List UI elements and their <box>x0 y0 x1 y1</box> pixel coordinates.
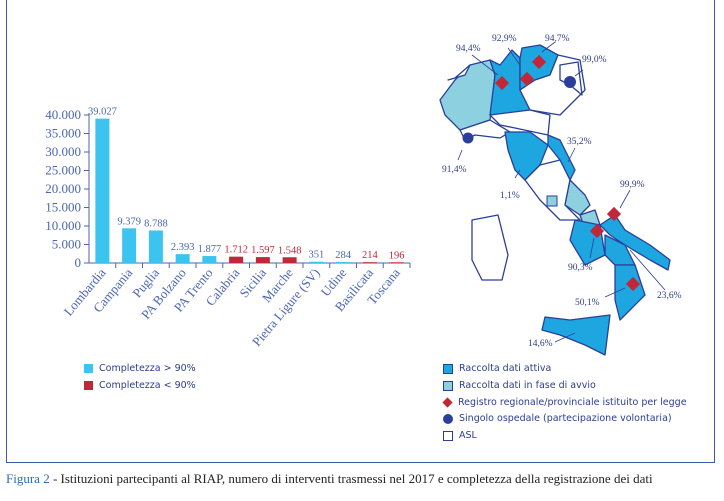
bar <box>309 261 324 263</box>
bar-value-label: 1.597 <box>251 245 275 256</box>
map-label: 91,4% <box>442 165 467 175</box>
bar-value-label: 1.548 <box>278 245 302 256</box>
map-legend-registry: Registro regionale/provinciale istituito… <box>442 397 687 408</box>
bar <box>282 257 297 263</box>
italy-map: 94,4% 92,9% 94,7% 99,0% 91,4% 35,2% 1,1%… <box>439 34 682 356</box>
legend-label: Completezza > 90% <box>99 363 196 374</box>
bar <box>202 256 217 263</box>
bar <box>229 256 244 263</box>
map-label: 92,9% <box>492 34 517 44</box>
region-sardegna <box>471 214 509 281</box>
caption-prefix: Figura 2 <box>6 471 50 486</box>
legend-swatch-over-90 <box>84 364 93 373</box>
bar <box>148 230 163 263</box>
registry-diamond-icon <box>494 75 510 91</box>
y-tick-label: 20.000 <box>45 181 81 196</box>
bar <box>95 118 110 263</box>
registry-diamond-icon <box>519 71 535 87</box>
legend-label: ASL <box>459 430 477 441</box>
map-label: 23,6% <box>657 291 682 301</box>
legend-swatch-active <box>443 363 453 374</box>
map-legend-active: Raccolta dati attiva <box>443 363 551 374</box>
hospital-dot-icon <box>443 413 453 424</box>
bar-value-label: 9.379 <box>117 216 141 227</box>
y-tick-label: 30.000 <box>45 144 81 159</box>
bar-value-label: 284 <box>335 250 352 261</box>
bar-value-label: 351 <box>309 250 325 261</box>
bar <box>175 254 190 263</box>
region-sicilia <box>541 314 611 356</box>
bar-value-label: 1.877 <box>198 244 222 255</box>
y-tick-label: 5.000 <box>52 237 81 252</box>
bar-value-label: 214 <box>362 250 379 261</box>
figure-frame <box>6 0 715 463</box>
y-tick-label: 40.000 <box>45 107 81 122</box>
legend-swatch-starting <box>443 380 453 391</box>
asl-square-icon <box>443 430 453 441</box>
bar-value-label: 8.788 <box>144 218 168 229</box>
y-tick-label: 25.000 <box>45 163 81 178</box>
figure-caption: Figura 2 - Istituzioni partecipanti al R… <box>6 471 653 487</box>
registry-diamond-icon <box>442 397 453 408</box>
map-label: 1,1% <box>500 191 520 201</box>
map-label: 14,6% <box>528 339 553 349</box>
bar <box>362 262 377 264</box>
legend-item-under-90: Completezza < 90% <box>84 380 196 391</box>
legend-label: Registro regionale/provinciale istituito… <box>458 397 687 408</box>
bar-value-label: 196 <box>389 250 405 261</box>
map-legend-starting: Raccolta dati in fase di avvio <box>443 380 596 391</box>
map-label: 50,1% <box>575 298 600 308</box>
bar <box>122 228 137 263</box>
y-tick-label: 10.000 <box>45 218 81 233</box>
legend-label: Completezza < 90% <box>99 380 196 391</box>
y-tick-label: 35.000 <box>45 126 81 141</box>
map-label: 94,7% <box>545 34 570 44</box>
legend-label: Raccolta dati attiva <box>459 363 552 374</box>
asl-marker <box>546 195 558 207</box>
legend-item-over-90: Completezza > 90% <box>84 363 196 374</box>
map-label: 35,2% <box>567 137 592 147</box>
region-puglia <box>599 214 671 271</box>
legend-label: Raccolta dati in fase di avvio <box>459 380 596 391</box>
map-label: 90,3% <box>568 263 593 273</box>
bar-value-label: 1.712 <box>224 245 248 256</box>
registry-diamond-icon <box>589 223 605 239</box>
bar <box>336 261 351 264</box>
bar <box>389 262 404 264</box>
registry-diamond-icon <box>625 276 641 292</box>
map-label: 94,4% <box>456 44 481 54</box>
y-tick-label: 15.000 <box>45 200 81 215</box>
region-valle-aosta <box>447 64 471 81</box>
bar-chart: 0 5.000 10.000 15.000 20.000 25.000 30.000 35.0… <box>45 107 411 349</box>
bar-value-label: 2.393 <box>171 242 195 253</box>
map-label: 99,0% <box>582 55 607 65</box>
region-calabria <box>614 264 646 321</box>
map-legend-hospital: Singolo ospedale (partecipazione volonta… <box>443 413 672 424</box>
bar-value-label: 39.027 <box>88 107 117 118</box>
registry-diamond-icon <box>606 206 622 222</box>
map-label: 99,9% <box>620 180 645 190</box>
hospital-dot-icon <box>564 76 576 88</box>
region-abruzzo <box>564 179 591 216</box>
legend-swatch-under-90 <box>84 381 93 390</box>
bar <box>255 257 270 263</box>
map-legend-asl: ASL <box>443 430 477 441</box>
registry-diamond-icon <box>531 54 547 70</box>
hospital-dot-icon <box>462 132 474 144</box>
legend-label: Singolo ospedale (partecipazione volonta… <box>459 413 672 424</box>
y-tick-label: 0 <box>75 255 82 270</box>
caption-text: - Istituzioni partecipanti al RIAP, nume… <box>49 471 653 486</box>
